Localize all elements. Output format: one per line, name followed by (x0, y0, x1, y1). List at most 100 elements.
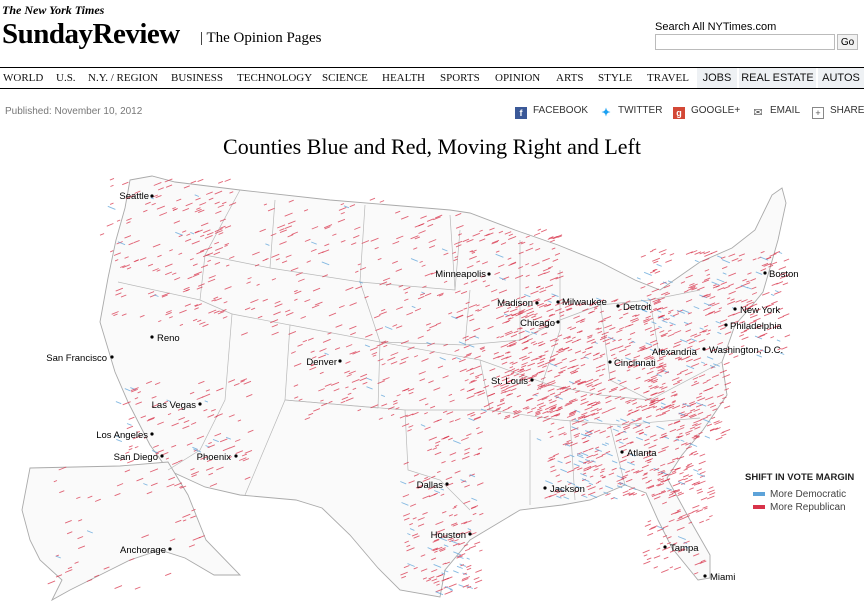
county-shift-republican (643, 472, 648, 475)
county-shift-republican (777, 347, 782, 351)
county-shift-markers (47, 177, 791, 596)
share-more[interactable]: + SHARE (812, 105, 864, 119)
county-shift-republican (479, 229, 483, 232)
nav-autos[interactable]: AUTOS (818, 68, 864, 88)
section-subtitle[interactable]: | The Opinion Pages (200, 30, 322, 46)
county-shift-republican (179, 323, 184, 327)
county-shift-republican (298, 278, 305, 282)
county-shift-republican (648, 444, 657, 449)
county-shift-republican (456, 309, 464, 313)
county-shift-republican (182, 230, 187, 233)
share-googleplus[interactable]: g GOOGLE+ (673, 105, 740, 119)
county-shift-republican (543, 297, 552, 302)
county-shift-republican (668, 309, 674, 313)
share-email[interactable]: ✉ EMAIL (753, 105, 801, 119)
county-shift-republican (528, 313, 534, 317)
county-shift-republican (152, 268, 159, 272)
county-shift-republican (651, 392, 659, 396)
county-shift-republican (443, 252, 449, 256)
county-shift-republican (213, 296, 219, 300)
county-shift-republican (693, 553, 700, 557)
county-shift-republican (119, 458, 125, 462)
county-shift-republican (468, 545, 477, 550)
svg-text:Dallas: Dallas (417, 480, 444, 491)
share-facebook[interactable]: f FACEBOOK (515, 105, 588, 119)
nav-business[interactable]: BUSINESS (171, 72, 223, 84)
nav-us[interactable]: U.S. (56, 72, 76, 84)
county-shift-republican (219, 438, 228, 443)
county-shift-republican (374, 246, 379, 250)
county-shift-republican (76, 496, 81, 500)
county-shift-republican (600, 299, 605, 302)
nav-travel[interactable]: TRAVEL (647, 72, 689, 84)
county-shift-republican (707, 329, 711, 332)
county-shift-republican (161, 451, 169, 456)
county-shift-republican (477, 309, 483, 312)
county-shift-republican (78, 545, 86, 550)
nav-health[interactable]: HEALTH (382, 72, 425, 84)
county-shift-republican (547, 409, 553, 413)
nav-ny-region[interactable]: N.Y. / REGION (88, 72, 159, 84)
county-shift-republican (288, 199, 294, 203)
svg-text:Seattle: Seattle (119, 191, 149, 202)
county-shift-republican (365, 333, 373, 338)
county-shift-republican (469, 372, 475, 375)
county-shift-republican (239, 457, 247, 461)
county-shift-republican (473, 327, 481, 332)
county-shift-republican (686, 338, 691, 342)
county-shift-republican (637, 417, 642, 420)
county-shift-republican (431, 547, 438, 551)
county-shift-republican (760, 268, 767, 272)
county-shift-republican (581, 478, 587, 482)
county-shift-republican (707, 402, 714, 406)
nav-real-estate[interactable]: REAL ESTATE (739, 68, 816, 88)
county-shift-republican (693, 408, 701, 412)
nav-technology[interactable]: TECHNOLOGY (237, 72, 313, 84)
county-shift-republican (128, 445, 133, 448)
county-shift-republican (350, 332, 356, 336)
county-shift-republican (526, 338, 533, 342)
section-logo[interactable]: SundayReview (2, 18, 180, 50)
county-shift-republican (688, 413, 696, 418)
search-go-button[interactable]: Go (837, 34, 858, 50)
county-shift-republican (207, 278, 216, 283)
county-shift-republican (401, 423, 410, 427)
county-shift-republican (693, 436, 700, 440)
county-shift-republican (507, 379, 513, 383)
nav-science[interactable]: SCIENCE (322, 72, 368, 84)
county-shift-republican (694, 347, 700, 351)
share-twitter[interactable]: ✦ TWITTER (601, 105, 663, 119)
county-shift-republican (645, 425, 651, 429)
county-shift-republican (548, 455, 556, 460)
county-shift-republican (419, 378, 426, 382)
county-shift-republican (656, 483, 662, 487)
county-shift-republican (235, 450, 244, 455)
county-shift-republican (644, 438, 650, 442)
county-shift-republican (379, 200, 385, 203)
county-shift-republican (438, 293, 444, 297)
nav-jobs[interactable]: JOBS (697, 68, 737, 88)
county-shift-republican (705, 311, 714, 317)
nyt-logo[interactable]: The New York Times (2, 3, 105, 17)
county-shift-republican (463, 500, 471, 505)
county-shift-republican (182, 425, 190, 430)
county-shift-republican (483, 404, 490, 408)
county-shift-republican (703, 307, 711, 311)
search-input[interactable] (655, 34, 835, 50)
county-shift-democratic (456, 565, 463, 569)
county-shift-republican (542, 257, 550, 262)
nav-world[interactable]: WORLD (3, 72, 44, 84)
nav-arts[interactable]: ARTS (556, 72, 584, 84)
nav-opinion[interactable]: OPINION (495, 72, 541, 84)
county-shift-republican (677, 548, 686, 553)
county-shift-democratic (324, 352, 329, 356)
nav-sports[interactable]: SPORTS (440, 72, 480, 84)
county-shift-republican (566, 307, 573, 312)
county-shift-republican (589, 475, 594, 478)
nav-style[interactable]: STYLE (598, 72, 633, 84)
county-shift-republican (717, 287, 725, 291)
county-shift-republican (703, 389, 709, 392)
county-shift-republican (491, 408, 500, 413)
county-shift-republican (196, 207, 201, 210)
county-shift-republican (304, 417, 311, 421)
